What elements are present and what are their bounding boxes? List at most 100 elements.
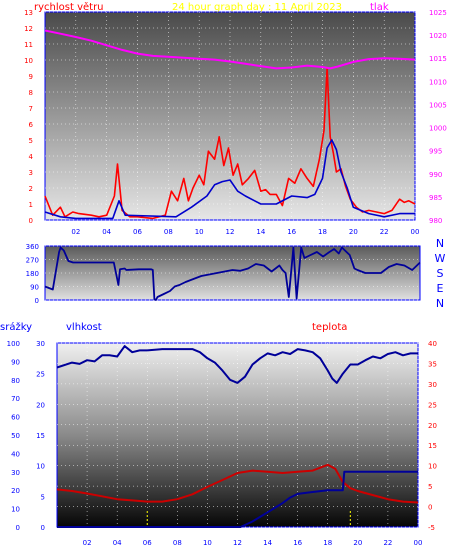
x-tick-label: 04	[102, 228, 111, 236]
x-tick-label: 14	[256, 228, 265, 236]
x-tick-label: 12	[233, 539, 242, 547]
rain-tick-label: 100	[7, 340, 20, 348]
pressure-axis-label: tlak	[370, 2, 389, 13]
wind-tick-label: 12	[24, 25, 33, 33]
compass-label: E	[437, 282, 444, 295]
wind-tick-label: 3	[29, 169, 33, 177]
x-tick-label: 00	[411, 228, 420, 236]
x-tick-label: 10	[203, 539, 212, 547]
humidity-tick-label: 0	[41, 524, 45, 532]
compass-label: S	[437, 267, 444, 280]
x-tick-label: 20	[349, 228, 358, 236]
pressure-tick-label: 985	[429, 194, 442, 202]
x-tick-label: 04	[113, 539, 122, 547]
x-tick-label: 02	[71, 228, 80, 236]
humidity-tick-label: 30	[36, 340, 45, 348]
pressure-tick-label: 1015	[429, 55, 447, 63]
temperature-tick-label: 25	[428, 401, 437, 409]
rain-tick-label: 30	[11, 469, 20, 477]
temperature-tick-label: 40	[428, 340, 437, 348]
pressure-line	[44, 29, 416, 70]
wind-tick-label: 13	[24, 9, 33, 17]
rain-tick-label: 70	[11, 395, 20, 403]
x-tick-label: 22	[380, 228, 389, 236]
x-tick-label: 06	[133, 228, 142, 236]
wind-tick-label: 9	[29, 73, 33, 81]
temperature-tick-label: 20	[428, 422, 437, 430]
rain-tick-label: 20	[11, 487, 20, 495]
temperature-axis-label: teplota	[312, 322, 347, 333]
rain-tick-label: 90	[11, 358, 20, 366]
direction-tick-label: 270	[26, 257, 39, 265]
rain-line	[57, 470, 418, 528]
temperature-tick-label: 35	[428, 360, 437, 368]
humidity-axis-label: vlhkost	[66, 322, 102, 333]
humidity-tick-label: 20	[36, 401, 45, 409]
direction-tick-label: 360	[26, 243, 39, 251]
x-tick-label: 20	[353, 539, 362, 547]
wind-tick-label: 1	[29, 201, 33, 209]
x-tick-label: 08	[164, 228, 173, 236]
rain-tick-label: 80	[11, 377, 20, 385]
x-tick-label: 16	[287, 228, 296, 236]
pressure-tick-label: 1010	[429, 78, 447, 86]
x-tick-label: 18	[318, 228, 327, 236]
wind-tick-label: 6	[29, 121, 34, 129]
rain-tick-label: 60	[11, 414, 20, 422]
rain-tick-label: 40	[11, 450, 20, 458]
direction-tick-label: 0	[35, 297, 39, 305]
temperature-tick-label: 5	[428, 483, 432, 491]
x-tick-label: 02	[83, 539, 92, 547]
temperature-tick-label: 30	[428, 381, 437, 389]
chart-title: 24 hour graph day : 11 April 2023	[172, 2, 342, 13]
humidity-tick-label: 10	[36, 463, 45, 471]
x-tick-label: 22	[383, 539, 392, 547]
humidity-line	[56, 345, 418, 384]
wind-tick-label: 8	[29, 89, 33, 97]
wind-pressure-panel: 0123456789101112139809859909951000100510…	[24, 9, 447, 236]
x-tick-label: 00	[414, 539, 423, 547]
pressure-tick-label: 1005	[429, 101, 447, 109]
pressure-tick-label: 990	[429, 171, 442, 179]
x-tick-label: 16	[293, 539, 302, 547]
wind-tick-label: 11	[24, 41, 33, 49]
temperature-tick-label: 10	[428, 463, 437, 471]
wind-direction-line	[44, 246, 421, 301]
temperature-tick-label: -5	[428, 524, 435, 532]
wind-tick-label: 7	[29, 105, 33, 113]
x-tick-label: 18	[323, 539, 332, 547]
pressure-tick-label: 980	[429, 217, 442, 225]
pressure-tick-label: 1025	[429, 9, 447, 17]
x-tick-label: 10	[195, 228, 204, 236]
compass-label: W	[435, 252, 446, 265]
wind-tick-label: 10	[24, 57, 33, 65]
direction-tick-label: 90	[30, 284, 39, 292]
x-tick-label: 12	[226, 228, 235, 236]
wind-tick-label: 0	[29, 217, 33, 225]
pressure-tick-label: 1020	[429, 32, 447, 40]
rain-tick-label: 0	[16, 524, 20, 532]
humidity-tick-label: 5	[41, 493, 45, 501]
rain-tick-label: 50	[11, 432, 20, 440]
temperature-tick-label: 0	[428, 504, 432, 512]
wind-speed-line	[44, 139, 415, 220]
x-tick-label: 08	[173, 539, 182, 547]
pressure-tick-label: 1000	[429, 125, 447, 133]
humidity-tick-label: 25	[36, 371, 45, 379]
wind-tick-label: 4	[29, 153, 34, 161]
temperature-line	[56, 463, 419, 504]
pressure-tick-label: 995	[429, 148, 442, 156]
wind-tick-label: 5	[29, 137, 33, 145]
temperature-tick-label: 15	[428, 442, 437, 450]
compass-label: N	[436, 237, 444, 250]
compass-label: N	[436, 297, 444, 310]
wind-axis-label: rychlost větru	[34, 1, 104, 13]
x-tick-label: 06	[143, 539, 152, 547]
direction-tick-label: 180	[26, 270, 39, 278]
rain-tick-label: 10	[11, 506, 20, 514]
humidity-temperature-rain-panel: 0102030405060708090100051015202530-50510…	[7, 340, 437, 547]
wind-tick-label: 2	[29, 185, 33, 193]
